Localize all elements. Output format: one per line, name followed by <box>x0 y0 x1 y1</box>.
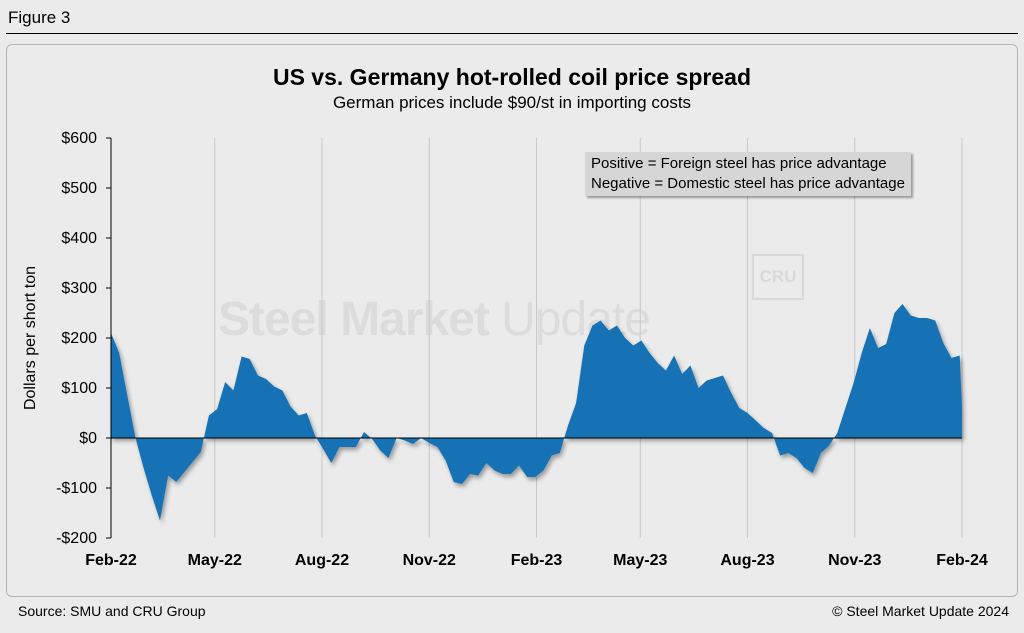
watermark-text-bold: Steel Market <box>218 293 490 346</box>
x-tick-label-0: Feb-22 <box>85 552 137 569</box>
y-axis-title: Dollars per short ton <box>22 266 39 410</box>
y-tick-label-2: $0 <box>79 430 97 447</box>
x-tick-labels: Feb-22 May-22 Aug-22 Nov-22 Feb-23 May-23 Aug-… <box>85 552 988 569</box>
source-note: Source: SMU and CRU Group <box>18 603 206 619</box>
figure-label: Figure 3 <box>8 8 71 27</box>
vertical-gridlines <box>110 138 963 538</box>
chart-title: US vs. Germany hot-rolled coil price spr… <box>272 64 752 90</box>
y-tick-label-1: -$100 <box>56 480 97 497</box>
y-tick-label-8: $600 <box>61 130 97 147</box>
copyright-note: © Steel Market Update 2024 <box>832 603 1009 619</box>
figure-divider <box>6 33 1018 34</box>
y-tick-label-7: $500 <box>61 180 97 197</box>
y-tick-labels: -$200 -$100 $0 $100 $200 $300 $400 $500 $600 <box>56 130 111 547</box>
chart-panel <box>6 44 1018 597</box>
y-tick-label-0: -$200 <box>56 530 97 547</box>
y-tick-label-5: $300 <box>61 280 97 297</box>
x-tick-label-1: May-22 <box>188 552 242 569</box>
sign-legend-note: Positive = Foreign steel has price advan… <box>585 152 911 196</box>
x-tick-label-2: Aug-22 <box>295 552 349 569</box>
chart-subtitle: German prices include $90/st in importin… <box>332 93 692 112</box>
legend-positive-line: Positive = Foreign steel has price advan… <box>591 155 887 172</box>
legend-negative-line: Negative = Domestic steel has price adva… <box>591 175 905 192</box>
x-tick-label-4: Feb-23 <box>511 552 563 569</box>
area-series-0 <box>111 304 962 521</box>
series-layer <box>111 304 962 521</box>
y-tick-label-4: $200 <box>61 330 97 347</box>
y-tick-label-6: $400 <box>61 230 97 247</box>
cru-logo: CRU <box>752 254 804 300</box>
x-tick-label-7: Nov-23 <box>828 552 881 569</box>
x-tick-label-3: Nov-22 <box>403 552 456 569</box>
watermark-logo: Steel Market Update <box>218 292 651 347</box>
x-tick-label-8: Feb-24 <box>936 552 988 569</box>
watermark-text-light: Update <box>501 293 651 346</box>
x-tick-label-6: Aug-23 <box>720 552 774 569</box>
x-tick-label-5: May-23 <box>613 552 667 569</box>
y-tick-label-3: $100 <box>61 380 97 397</box>
